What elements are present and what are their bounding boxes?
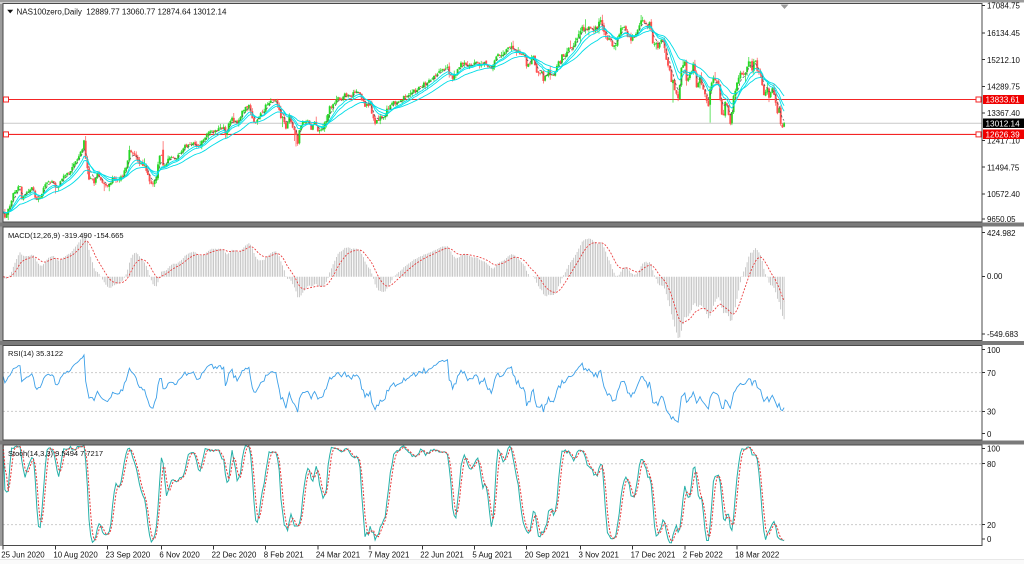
svg-text:13367.40: 13367.40 (987, 109, 1021, 118)
svg-text:14289.75: 14289.75 (987, 83, 1021, 92)
svg-text:0: 0 (987, 535, 992, 544)
svg-text:100: 100 (987, 346, 1001, 355)
svg-text:13012.14: 13012.14 (986, 120, 1021, 129)
svg-text:12626.39: 12626.39 (986, 131, 1021, 140)
svg-text:17 Dec 2021: 17 Dec 2021 (631, 551, 676, 560)
svg-text:70: 70 (987, 369, 996, 378)
svg-text:RSI(14) 35.3122: RSI(14) 35.3122 (8, 349, 63, 358)
svg-text:30: 30 (987, 408, 996, 417)
svg-text:12417.10: 12417.10 (987, 137, 1021, 146)
svg-text:9650.05: 9650.05 (987, 215, 1016, 224)
svg-text:0.00: 0.00 (987, 272, 1003, 281)
svg-text:15212.10: 15212.10 (987, 56, 1021, 65)
svg-text:24 Mar 2021: 24 Mar 2021 (316, 551, 360, 560)
svg-text:Stoch(14,3,3) 9.5494 7.7217: Stoch(14,3,3) 9.5494 7.7217 (8, 449, 103, 458)
svg-text:13833.61: 13833.61 (986, 96, 1021, 105)
svg-text:7 May 2021: 7 May 2021 (368, 551, 409, 560)
svg-text:25 Jun 2020: 25 Jun 2020 (1, 551, 45, 560)
svg-text:17084.75: 17084.75 (987, 2, 1021, 11)
svg-text:18 Mar 2022: 18 Mar 2022 (735, 551, 779, 560)
svg-text:NAS100zero,Daily 12889.77 130: NAS100zero,Daily 12889.77 13060.77 12874… (17, 8, 227, 17)
svg-text:2 Feb 2022: 2 Feb 2022 (683, 551, 723, 560)
svg-text:16134.45: 16134.45 (987, 29, 1021, 38)
svg-text:22 Jun 2021: 22 Jun 2021 (420, 551, 463, 560)
svg-text:11494.75: 11494.75 (987, 163, 1020, 172)
svg-text:-549.683: -549.683 (987, 330, 1019, 339)
svg-text:10572.40: 10572.40 (987, 190, 1021, 199)
svg-text:5 Aug 2021: 5 Aug 2021 (472, 551, 512, 560)
svg-text:22 Dec 2020: 22 Dec 2020 (212, 551, 257, 560)
svg-text:23 Sep 2020: 23 Sep 2020 (106, 551, 151, 560)
svg-text:424.982: 424.982 (987, 229, 1016, 238)
svg-text:6 Nov 2020: 6 Nov 2020 (159, 551, 200, 560)
svg-text:0: 0 (987, 430, 992, 439)
svg-text:MACD(12,26,9) -319.490 -154.66: MACD(12,26,9) -319.490 -154.665 (8, 231, 124, 240)
svg-text:80: 80 (987, 460, 996, 469)
svg-text:8 Feb 2021: 8 Feb 2021 (264, 551, 304, 560)
svg-text:20: 20 (987, 521, 996, 530)
svg-text:100: 100 (987, 445, 1001, 454)
svg-text:10 Aug 2020: 10 Aug 2020 (53, 551, 98, 560)
svg-text:20 Sep 2021: 20 Sep 2021 (525, 551, 570, 560)
svg-text:3 Nov 2021: 3 Nov 2021 (579, 551, 619, 560)
